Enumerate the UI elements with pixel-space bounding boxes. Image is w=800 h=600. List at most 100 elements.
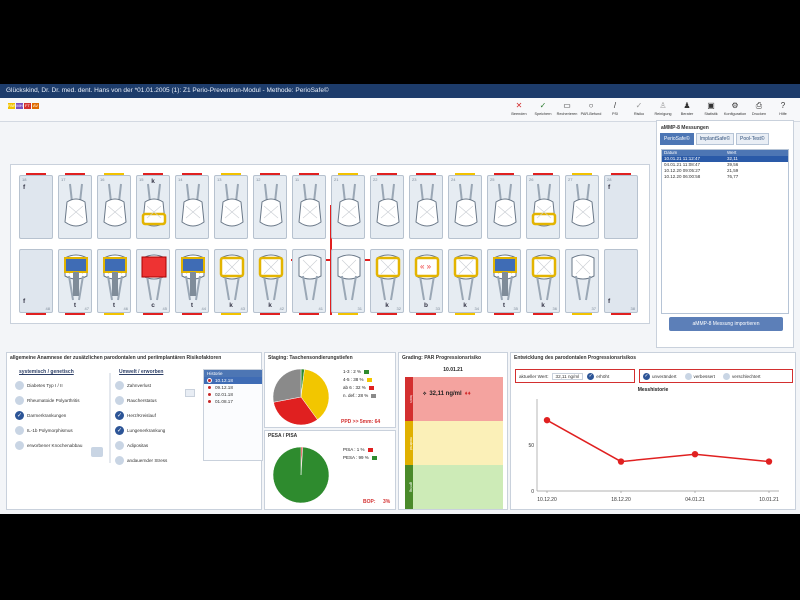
drucken-button[interactable]: ⎙ Drucken bbox=[748, 99, 770, 121]
beenden-button[interactable]: ✕ Beenden bbox=[508, 99, 530, 121]
konfiguration-button[interactable]: ⚙ Konfiguration bbox=[724, 99, 746, 121]
tooth-23[interactable]: 23 bbox=[409, 173, 443, 239]
tooth-31[interactable]: 31 bbox=[331, 249, 365, 315]
tooth-37[interactable]: 37 bbox=[565, 249, 599, 315]
tooth-13[interactable]: 13 bbox=[214, 173, 248, 239]
verschlechtert-radio[interactable] bbox=[722, 372, 730, 380]
ammp8-tab[interactable]: Pool-Test© bbox=[736, 133, 769, 145]
history-item[interactable]: 10.12.18 bbox=[204, 377, 262, 384]
par-befund-button[interactable]: ○ PAR-Befund bbox=[580, 99, 602, 121]
risk-factor-checkbox[interactable] bbox=[115, 381, 124, 390]
risk-factor-item[interactable]: ✓ Darmerkrankungen bbox=[15, 411, 66, 420]
risk-factor-checkbox[interactable]: ✓ bbox=[115, 411, 124, 420]
tooth-36[interactable]: 36 k bbox=[526, 249, 560, 315]
risk-factor-checkbox[interactable] bbox=[15, 441, 24, 450]
tooth-46[interactable]: 46 t bbox=[97, 249, 131, 315]
tooth-34[interactable]: 34 k bbox=[448, 249, 482, 315]
data-point[interactable] bbox=[765, 458, 773, 465]
psi-button[interactable]: / PSI bbox=[604, 99, 626, 121]
history-item[interactable]: 09.12.18 bbox=[204, 384, 262, 391]
tooth-27[interactable]: 27 bbox=[565, 173, 599, 239]
hilfe-button[interactable]: ? Hilfe bbox=[772, 99, 794, 121]
reinigung-button[interactable]: ♙ Reinigung bbox=[652, 99, 674, 121]
tooth-21[interactable]: 21 bbox=[331, 173, 365, 239]
tooth-35[interactable]: 35 t bbox=[487, 249, 521, 315]
risk-factor-item[interactable]: andauernder Stress bbox=[115, 456, 167, 465]
risk-factor-checkbox[interactable]: ✓ bbox=[115, 426, 124, 435]
risk-factor-checkbox[interactable] bbox=[15, 426, 24, 435]
tooth-48[interactable]: 48 f bbox=[19, 249, 53, 315]
recherieren-button[interactable]: ▭ Recherieren bbox=[556, 99, 578, 121]
data-point[interactable] bbox=[691, 451, 699, 458]
tooth-28[interactable]: 28 f bbox=[604, 173, 638, 239]
tooth-24[interactable]: 24 bbox=[448, 173, 482, 239]
table-row[interactable]: 04.01.21 11:08:47 39,56 bbox=[662, 162, 788, 168]
tooth-45[interactable]: 45 c bbox=[136, 249, 170, 315]
risk-factor-checkbox[interactable] bbox=[15, 396, 24, 405]
tooth-11[interactable]: 11 bbox=[292, 173, 326, 239]
data-point[interactable] bbox=[543, 416, 551, 424]
risk-factor-item[interactable]: Raucherstatus bbox=[115, 396, 157, 405]
tooth-33[interactable]: 33 b « » bbox=[409, 249, 443, 315]
table-row[interactable]: 10.12.20 06:00:58 76,77 bbox=[662, 174, 788, 180]
data-point[interactable] bbox=[617, 458, 625, 465]
speichern-button[interactable]: ✓ Speichern bbox=[532, 99, 554, 121]
risk-factor-item[interactable]: Adipositas bbox=[115, 441, 148, 450]
risk-factor-item[interactable]: Diabetes Typ I / II bbox=[15, 381, 63, 390]
risk-factor-checkbox[interactable] bbox=[115, 441, 124, 450]
risk-factor-checkbox[interactable] bbox=[115, 396, 124, 405]
erhoeht-radio[interactable]: ✓ bbox=[587, 372, 595, 380]
statistik-button[interactable]: ▣ Statistik bbox=[700, 99, 722, 121]
gingiva-marker bbox=[611, 313, 631, 315]
module-chip[interactable]: AV bbox=[32, 103, 39, 109]
risk-factor-item[interactable]: Zahnverlust bbox=[115, 381, 151, 390]
berater-button[interactable]: ♟ Berater bbox=[676, 99, 698, 121]
risk-factor-item[interactable]: erworbener Knochenabbau bbox=[15, 441, 82, 450]
tooth-status-letter: b bbox=[424, 302, 428, 309]
ammp8-tab[interactable]: PerioSafe© bbox=[660, 133, 694, 145]
current-label: aktueller Wert: bbox=[519, 373, 549, 379]
tooth-14[interactable]: 14 bbox=[175, 173, 209, 239]
history-item[interactable]: 01.08.17 bbox=[204, 398, 262, 405]
risk-factor-checkbox[interactable]: ✓ bbox=[15, 411, 24, 420]
raucher-input[interactable] bbox=[185, 389, 195, 397]
risk-factor-item[interactable]: Rheumatoide Polyarthritis bbox=[15, 396, 80, 405]
ammp8-tab[interactable]: ImplantSafe© bbox=[695, 133, 735, 145]
verbessert-radio[interactable] bbox=[684, 372, 692, 380]
tooth-17[interactable]: 17 bbox=[58, 173, 92, 239]
tooth-42[interactable]: 42 k bbox=[253, 249, 287, 315]
risk-factor-item[interactable]: ✓ Lungenerkrankung bbox=[115, 426, 165, 435]
tooth-22[interactable]: 22 bbox=[370, 173, 404, 239]
tooth-26[interactable]: 26 bbox=[526, 173, 560, 239]
risiko-button[interactable]: ✓ Risiko bbox=[628, 99, 650, 121]
risk-factor-checkbox[interactable] bbox=[115, 456, 124, 465]
history-item[interactable]: 02.01.18 bbox=[204, 391, 262, 398]
knochenabbau-input[interactable] bbox=[91, 447, 103, 457]
help-icon: ? bbox=[780, 101, 786, 110]
module-chip[interactable]: FT bbox=[24, 103, 31, 109]
risk-factor-item[interactable]: ✓ Herz/Kreislauf bbox=[115, 411, 156, 420]
risk-factor-checkbox[interactable] bbox=[15, 381, 24, 390]
import-ammp8-button[interactable]: aMMP-8 Messung importieren bbox=[669, 317, 783, 331]
tooth-15[interactable]: 15 k bbox=[136, 173, 170, 239]
tooth-18[interactable]: 18 f bbox=[19, 173, 53, 239]
tooth-25[interactable]: 25 bbox=[487, 173, 521, 239]
tooth-44[interactable]: 44 t bbox=[175, 249, 209, 315]
module-chip[interactable]: MH bbox=[16, 103, 23, 109]
check-icon: ✓ bbox=[539, 101, 547, 110]
tooth-41[interactable]: 41 bbox=[292, 249, 326, 315]
tooth-43[interactable]: 43 k bbox=[214, 249, 248, 315]
x-tick-label: 18.12.20 bbox=[611, 497, 631, 503]
tooth-16[interactable]: 16 bbox=[97, 173, 131, 239]
unveraendert-radio[interactable]: ✓ bbox=[643, 372, 650, 380]
table-row[interactable]: 10.12.20 09:05:27 21,59 bbox=[662, 168, 788, 174]
tooth-38[interactable]: 38 f bbox=[604, 249, 638, 315]
table-row[interactable]: 10.01.21 11:12:47 32,11 bbox=[662, 156, 788, 162]
risk-factor-item[interactable]: IL-1b Polymorphismus bbox=[15, 426, 73, 435]
module-chip[interactable]: PAR bbox=[8, 103, 16, 109]
tooth-47[interactable]: 47 t bbox=[58, 249, 92, 315]
evolution-panel: Entwicklung des parodontalen Progression… bbox=[510, 352, 796, 510]
tooth-12[interactable]: 12 bbox=[253, 173, 287, 239]
application-window: Glückskind, Dr. Dr. med. dent. Hans von … bbox=[0, 84, 800, 514]
tooth-32[interactable]: 32 k bbox=[370, 249, 404, 315]
